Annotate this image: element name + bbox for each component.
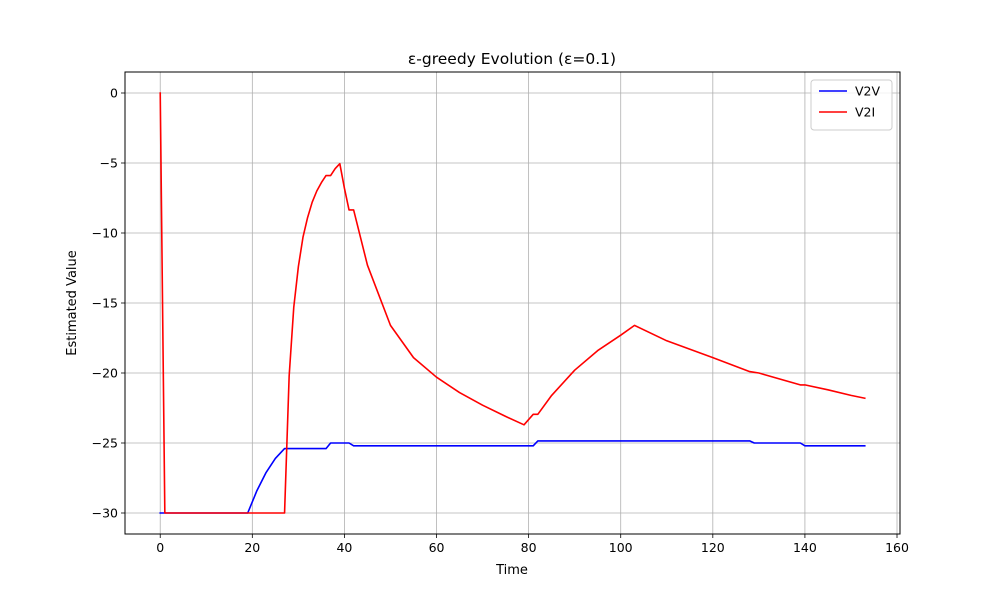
y-tick-label: −10 — [92, 226, 118, 241]
series-line-v2v — [159, 440, 866, 514]
x-tick-label: 80 — [521, 540, 537, 555]
legend-box — [810, 79, 893, 131]
y-axis-label: Estimated Value — [65, 250, 80, 356]
y-tick-label: −15 — [92, 296, 118, 311]
x-tick-label: 60 — [429, 540, 445, 555]
y-tick-label: −25 — [92, 436, 118, 451]
chart-title: ε-greedy Evolution (ε=0.1) — [408, 50, 616, 68]
x-tick-label: 20 — [244, 540, 260, 555]
y-tick-label: 0 — [110, 86, 118, 101]
x-tick-label: 120 — [701, 540, 725, 555]
x-tick-label: 100 — [609, 540, 633, 555]
series-layer — [159, 92, 866, 514]
legend-label: V2V — [855, 84, 881, 99]
x-tick-label: 40 — [336, 540, 352, 555]
y-tick-label: −30 — [92, 506, 118, 521]
y-tick-label: −5 — [100, 156, 118, 171]
x-tick-label: 0 — [156, 540, 164, 555]
legend-label: V2I — [855, 105, 875, 120]
y-axis: 0 −5 −10 −15 −20 −25 −30 — [92, 86, 125, 521]
series-line-v2i — [159, 92, 866, 514]
x-axis: 0 20 40 60 80 100 120 140 160 — [156, 534, 909, 555]
grid-lines — [125, 72, 900, 534]
y-tick-label: −20 — [92, 366, 118, 381]
x-axis-label: Time — [495, 563, 528, 578]
x-tick-label: 140 — [793, 540, 817, 555]
x-tick-label: 160 — [885, 540, 909, 555]
